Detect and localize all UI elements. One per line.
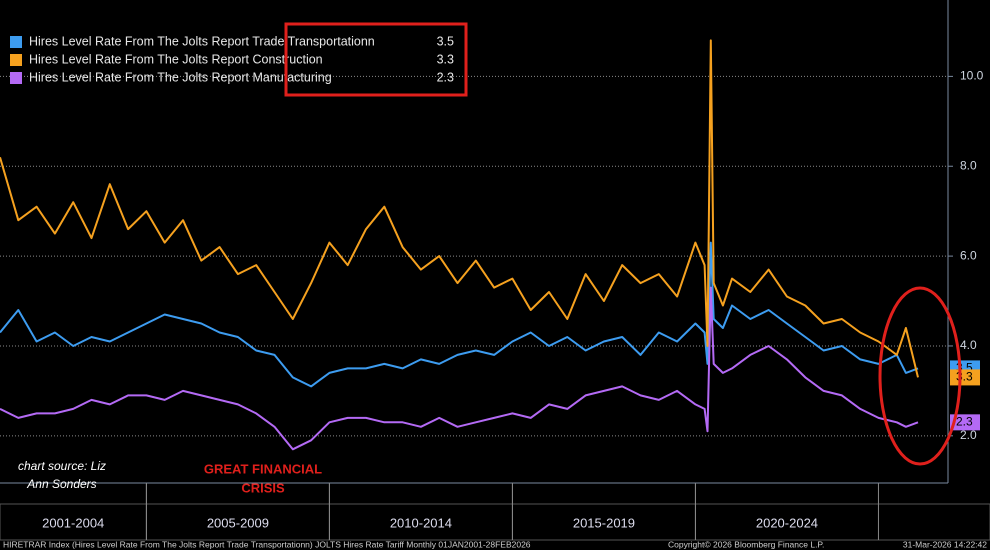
series-line <box>0 241 919 388</box>
last-value-tag <box>950 369 980 386</box>
legend-label: Hires Level Rate From The Jolts Report C… <box>29 52 323 66</box>
footer-text: Copyright© 2026 Bloomberg Finance L.P. <box>668 539 824 549</box>
y-tick-label: 2.0 <box>960 428 977 442</box>
crisis-note: CRISIS <box>241 480 285 495</box>
y-tick-label: 10.0 <box>960 69 984 83</box>
legend-swatch <box>10 72 22 84</box>
legend-label: Hires Level Rate From The Jolts Report M… <box>29 70 332 84</box>
series-line <box>0 286 919 451</box>
legend-value: 2.3 <box>437 70 454 84</box>
x-axis-band <box>0 503 990 541</box>
y-tick-label: 4.0 <box>960 338 977 352</box>
legend-value: 3.3 <box>437 52 454 66</box>
highlight-box <box>284 22 468 97</box>
legend-value: 3.5 <box>437 34 454 48</box>
footer-text: 31-Mar-2026 14:22:42 <box>903 539 987 549</box>
x-period-label: 2010-2014 <box>390 515 452 530</box>
last-value-tag <box>950 414 980 431</box>
legend-label: Hires Level Rate From The Jolts Report T… <box>29 34 375 48</box>
x-period-label: 2001-2004 <box>42 515 104 530</box>
crisis-note: GREAT FINANCIAL <box>204 461 322 476</box>
legend-swatch <box>10 54 22 66</box>
x-period-label: 2020-2024 <box>756 515 818 530</box>
footer-text: HIRETRAR Index (Hires Level Rate From Th… <box>3 539 531 549</box>
x-period-label: 2015-2019 <box>573 515 635 530</box>
source-note: Ann Sonders <box>26 477 96 491</box>
series-line <box>0 39 919 378</box>
y-tick-label: 8.0 <box>960 158 977 172</box>
source-note: chart source: Liz <box>18 459 106 473</box>
legend-swatch <box>10 36 22 48</box>
last-value-label: 2.3 <box>956 415 973 429</box>
y-tick-label: 6.0 <box>960 248 977 262</box>
x-period-label: 2005-2009 <box>207 515 269 530</box>
highlight-circle <box>878 286 962 466</box>
